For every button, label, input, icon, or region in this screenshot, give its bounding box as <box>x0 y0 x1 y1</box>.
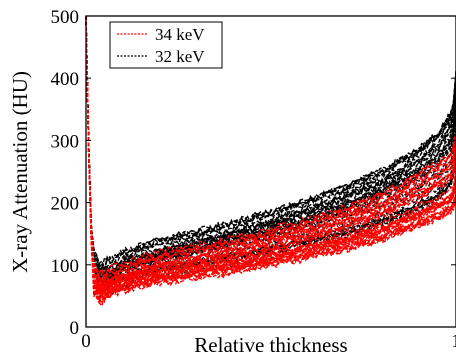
series-line-32kev <box>85 15 456 272</box>
legend-box <box>109 21 223 69</box>
y-tick-label: 300 <box>51 131 80 152</box>
legend-label-34kev: 34 keV <box>155 25 205 44</box>
plot-frame <box>85 15 456 328</box>
series-line-34kev <box>85 15 456 288</box>
series-line-32kev <box>85 15 456 285</box>
series-curves <box>85 15 456 308</box>
series-line-34kev <box>85 15 456 304</box>
series-line-32kev <box>85 15 456 299</box>
series-line-34kev <box>85 15 456 299</box>
y-axis-label: X-ray Attenuation (HU) <box>8 71 32 273</box>
legend: 34 keV 32 keV <box>109 21 223 69</box>
series-line-34kev <box>85 15 456 297</box>
x-axis-label: Relative thickness <box>194 333 347 357</box>
series-line-32kev <box>85 15 456 273</box>
y-tick-label: 500 <box>51 7 80 28</box>
series-line-32kev <box>85 15 456 282</box>
series-line-34kev <box>85 15 456 299</box>
series-line-34kev <box>85 15 456 305</box>
y-tick-label: 100 <box>51 256 80 277</box>
legend-label-32kev: 32 keV <box>155 47 205 66</box>
series-line-34kev <box>85 15 456 287</box>
y-tick-label: 200 <box>51 194 80 215</box>
y-tick-label: 0 <box>70 318 80 339</box>
y-tick-label: 400 <box>51 69 80 90</box>
x-tick-label: 0 <box>81 331 91 352</box>
series-line-34kev <box>85 15 456 282</box>
series-line-34kev <box>85 15 456 308</box>
y-axis: 0 100 200 300 400 500 <box>51 7 456 339</box>
series-line-34kev <box>85 15 456 297</box>
series-line-34kev <box>85 15 456 293</box>
x-tick-label: 1 <box>451 331 456 352</box>
series-line-34kev <box>85 15 456 294</box>
series-line-34kev <box>85 15 456 280</box>
series-line-34kev <box>85 15 456 295</box>
